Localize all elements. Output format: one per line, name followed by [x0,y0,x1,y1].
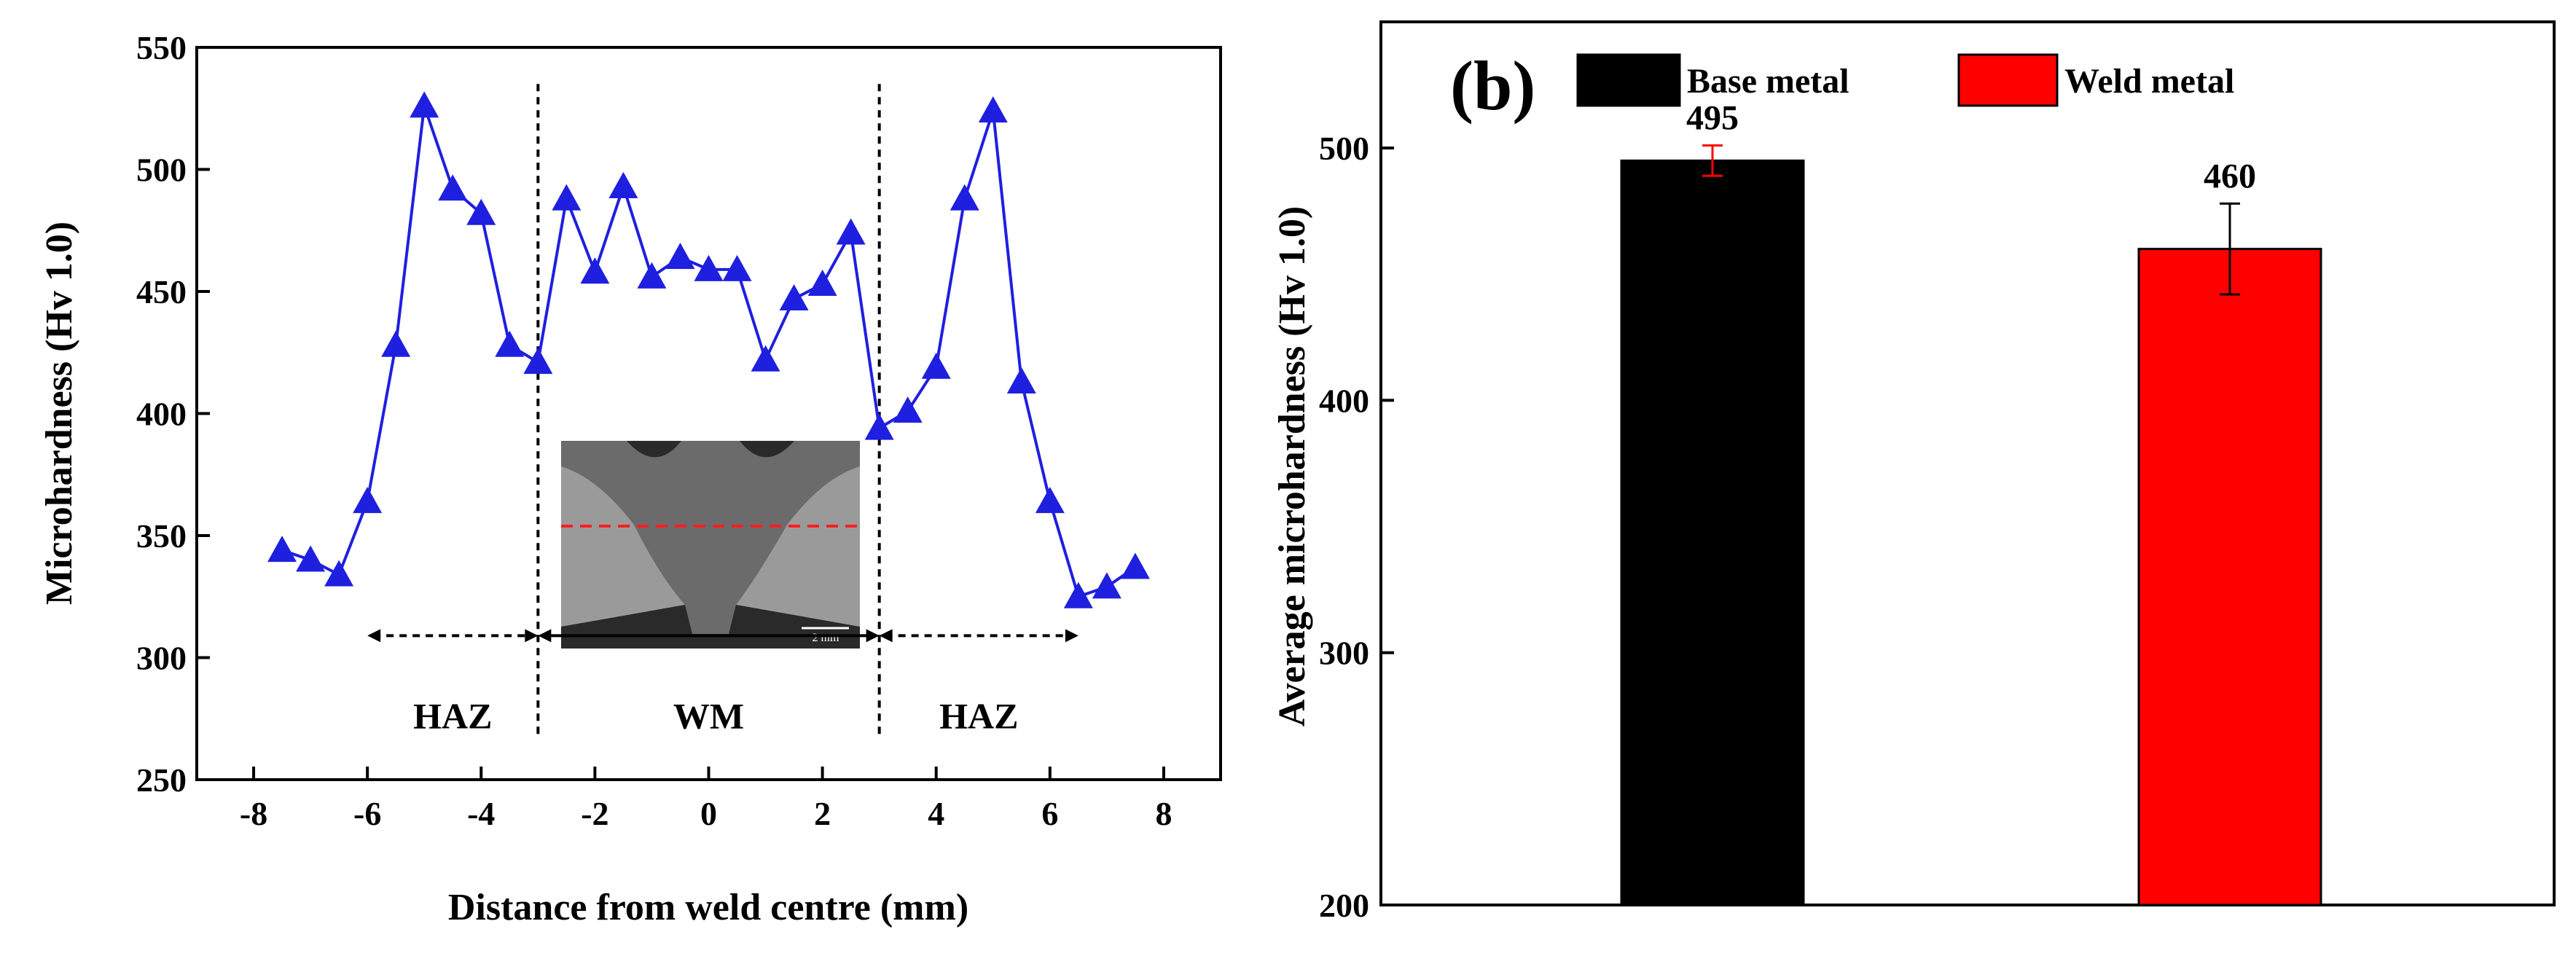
x-tick-label-a: -2 [581,795,608,832]
data-point-marker [1035,487,1065,514]
data-point-marker [381,330,411,357]
data-point-marker [552,184,582,211]
x-axis-title-a: Distance from weld centre (mm) [448,887,968,928]
x-tick-label-a: 2 [814,795,831,832]
data-point-marker [495,330,525,357]
data-point-marker [779,284,809,311]
region-annotations: HAZ WM HAZ [367,629,1078,737]
x-tick-label-a: 6 [1041,795,1058,832]
region-label: HAZ [413,696,492,737]
y-tick-label-a: 500 [136,152,187,189]
data-point-marker [1006,367,1036,393]
microhardness-markers [267,91,1150,608]
bars: 495 460 [1620,99,2322,906]
data-point-marker [466,198,496,225]
y-tick-label-a: 450 [136,273,187,310]
data-point-marker [608,171,638,198]
x-axis-ticks-a: -8 -6 -4 -2 0 2 4 6 8 [240,767,1172,832]
x-tick-label-a: 0 [700,795,717,832]
panel-b: 200 300 400 500 495 460 (b) Base metal Weld … [1272,20,2556,924]
y-tick-label-a: 550 [136,29,187,66]
data-point-marker [580,257,610,284]
data-point-marker [1063,581,1093,608]
data-point-marker [1120,552,1150,579]
inset-micrograph: 2 mm [561,441,860,649]
x-tick-label-a: -4 [467,795,495,832]
arrow-head-left [879,629,893,643]
y-tick-label-b: 200 [1319,887,1369,924]
inset-scale-label: 2 mm [813,632,839,644]
data-point-marker [410,91,439,118]
x-tick-label-a: -6 [353,795,381,832]
legend-label-base-metal: Base metal [1687,62,1849,101]
arrow-head-right [866,629,880,643]
arrow-head-right [1065,629,1078,643]
legend-label-weld-metal: Weld metal [2064,62,2234,101]
plot-a-frame [195,46,1222,781]
data-point-marker [807,269,837,296]
data-point-marker [324,560,354,587]
data-point-marker [296,545,326,572]
data-point-marker [523,348,553,375]
y-axis-ticks-b: 200 300 400 500 [1319,130,1394,924]
y-axis-ticks-a: 250 300 350 400 450 500 550 [136,29,210,799]
data-point-marker [722,254,752,281]
data-point-marker [751,345,780,372]
x-tick-label-a: -8 [240,795,267,832]
y-axis-title-b: Average microhardness (Hv 1.0) [1272,206,1313,726]
panel-label-b: (b) [1450,47,1535,125]
y-axis-title-a: Microhardness (Hv 1.0) [39,222,80,605]
y-tick-label-b: 500 [1319,130,1369,167]
bar-value-label: 495 [1686,99,1739,138]
x-tick-label-a: 8 [1155,795,1172,832]
data-point-marker [921,352,951,379]
x-tick-label-a: 4 [928,795,944,832]
legend: Base metal Weld metal [1576,53,2234,107]
data-point-marker [665,243,695,270]
arrow-head-left [367,629,381,643]
region-label: WM [673,696,744,737]
data-point-marker [950,184,979,211]
data-point-marker [893,396,923,423]
legend-swatch-weld-metal [1957,53,2059,107]
data-point-marker [836,218,866,245]
panel-a: 250 300 350 400 450 500 550 -8 -6 -4 -2 0 2 4 6 8 2 mm… [39,29,1222,928]
y-tick-label-a: 250 [136,761,187,799]
plot-b-frame [1379,20,2556,906]
arrow-head-left [538,629,552,643]
data-point-marker [864,413,894,440]
region-label: HAZ [939,696,1018,737]
y-tick-label-a: 350 [136,517,187,555]
data-point-marker [353,487,383,514]
bar-weld-metal [2137,248,2322,906]
data-point-marker [978,96,1008,123]
y-tick-label-b: 300 [1319,635,1369,672]
data-point-marker [267,536,297,563]
y-tick-label-a: 400 [136,396,187,433]
arrow-head-right [525,629,539,643]
bar-base-metal [1620,159,1805,906]
data-point-marker [694,254,724,281]
data-point-marker [637,262,667,289]
y-tick-label-a: 300 [136,640,187,677]
data-point-marker [1092,572,1121,599]
y-tick-label-b: 400 [1319,382,1369,419]
bar-value-label: 460 [2204,157,2256,195]
legend-swatch-base-metal [1576,53,1681,107]
data-point-marker [438,174,468,201]
